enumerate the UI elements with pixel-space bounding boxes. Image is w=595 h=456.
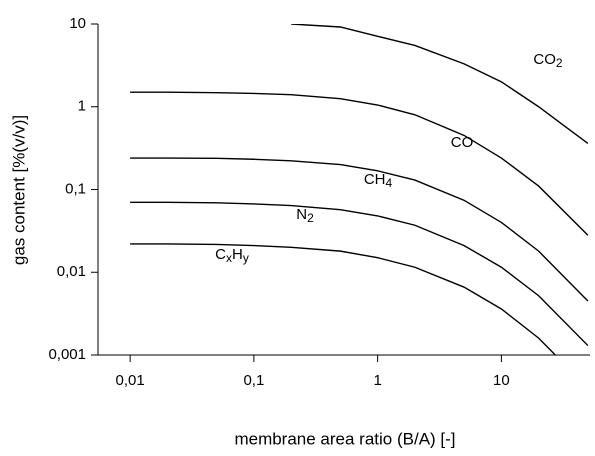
series-line bbox=[130, 201, 589, 347]
series-label: CO2 bbox=[533, 51, 563, 70]
y-tick-label: 1 bbox=[78, 98, 86, 115]
label-char: C bbox=[364, 171, 375, 188]
series-label: CxHy bbox=[215, 246, 249, 265]
label-char: N bbox=[296, 206, 307, 223]
label-char: C bbox=[451, 134, 462, 151]
x-tick-label: 0,01 bbox=[116, 372, 145, 389]
label-char: x bbox=[226, 251, 232, 265]
plot-area bbox=[130, 24, 589, 355]
series-label: CO bbox=[451, 134, 474, 151]
label-char: O bbox=[462, 134, 474, 151]
label-char: C bbox=[533, 51, 544, 68]
x-tick-label: 10 bbox=[493, 372, 510, 389]
x-tick-label: 1 bbox=[373, 372, 381, 389]
y-tick-label: 0,1 bbox=[65, 180, 86, 197]
series-label: N2 bbox=[296, 206, 314, 225]
y-axis-title: gas content [%(v/v)] bbox=[9, 115, 28, 265]
label-char: y bbox=[243, 251, 249, 265]
x-tick-label: 0,1 bbox=[243, 372, 264, 389]
y-tick-label: 10 bbox=[69, 15, 86, 32]
series-line bbox=[130, 243, 557, 355]
series-line bbox=[291, 24, 589, 145]
label-char: O bbox=[544, 51, 556, 68]
label-char: 4 bbox=[386, 176, 393, 190]
x-axis-title: membrane area ratio (B/A) [-] bbox=[234, 429, 455, 448]
label-char: H bbox=[375, 171, 386, 188]
label-char: H bbox=[232, 246, 243, 263]
label-char: 2 bbox=[556, 56, 563, 70]
series-line bbox=[130, 157, 589, 302]
label-char: 2 bbox=[307, 211, 314, 225]
series-line bbox=[130, 91, 589, 236]
label-char: C bbox=[215, 246, 226, 263]
y-tick-label: 0,01 bbox=[57, 263, 86, 280]
series-label: CH4 bbox=[364, 171, 393, 190]
y-tick-label: 0,001 bbox=[48, 346, 86, 363]
